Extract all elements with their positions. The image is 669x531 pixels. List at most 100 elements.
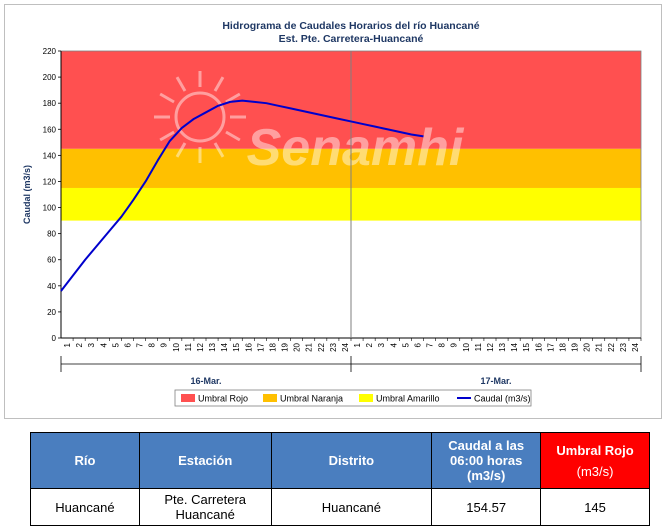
header-caudal-line2: 06:00 horas <box>450 453 523 468</box>
cell-estacion: Pte. Carretera Huancané <box>138 488 272 526</box>
sun-logo-ray <box>213 142 225 158</box>
sun-logo-ray <box>159 130 175 142</box>
header-caudal-line3: (m3/s) <box>467 468 506 483</box>
x-tick-label: 24 <box>631 342 640 351</box>
x-tick-label: 17 <box>256 342 265 351</box>
cell-estacion-line2: Huancané <box>175 507 235 522</box>
sun-logo-ring <box>174 91 226 143</box>
x-tick-label: 6 <box>413 342 422 347</box>
table-row: Huancané Pte. Carretera Huancané Huancan… <box>30 488 650 526</box>
x-tick-label: 7 <box>136 342 145 347</box>
sun-logo-ray <box>225 92 241 104</box>
chart-subtitle: Est. Pte. Carretera-Huancané <box>279 33 424 45</box>
x-tick-label: 13 <box>208 342 217 351</box>
sun-logo-ray <box>213 76 225 92</box>
y-tick-label: 200 <box>43 73 57 82</box>
chart-legend: Umbral Rojo Umbral Naranja Umbral Amarillo… <box>174 389 532 407</box>
x-tick-label: 19 <box>281 342 290 351</box>
x-tick-label: 16 <box>534 342 543 351</box>
sun-logo-ray <box>175 142 187 158</box>
y-tick-label: 0 <box>52 334 57 343</box>
x-tick-label: 11 <box>474 342 483 351</box>
legend-label: Umbral Rojo <box>198 394 248 404</box>
x-tick-label: 9 <box>450 342 459 347</box>
x-tick-label: 5 <box>401 342 410 347</box>
x-tick-label: 15 <box>232 342 241 351</box>
y-tick-label: 40 <box>47 282 56 291</box>
y-tick-label: 80 <box>47 230 56 239</box>
x-tick-label: 10 <box>462 342 471 351</box>
cell-umbral: 145 <box>540 488 650 526</box>
header-estacion-label: Estación <box>178 453 233 468</box>
sun-logo-icon <box>154 71 246 163</box>
x-tick-label: 3 <box>377 342 386 347</box>
legend-swatch <box>359 394 373 402</box>
x-tick-label: 4 <box>99 342 108 347</box>
x-tick-label: 22 <box>607 342 616 351</box>
y-tick-label: 100 <box>43 204 57 213</box>
chart-frame: Hidrograma de Caudales Horarios del río … <box>4 4 662 419</box>
chart-title: Hidrograma de Caudales Horarios del río … <box>222 20 479 32</box>
cell-rio: Huancané <box>30 488 140 526</box>
station-table: Río Estación Distrito Caudal a las 06:00… <box>30 432 650 526</box>
x-tick-label: 11 <box>184 342 193 351</box>
y-tick-label: 140 <box>43 151 57 160</box>
x-tick-label: 14 <box>510 342 519 351</box>
y-tick-label: 180 <box>43 99 57 108</box>
header-distrito-label: Distrito <box>328 453 375 468</box>
x-tick-label: 21 <box>305 342 314 351</box>
x-tick-label: 21 <box>595 342 604 351</box>
cell-distrito: Huancané <box>270 488 433 526</box>
x-tick-label: 15 <box>522 342 531 351</box>
cell-caudal: 154.57 <box>431 488 542 526</box>
x-tick-label: 18 <box>558 342 567 351</box>
sun-logo-ray <box>225 130 241 142</box>
x-tick-label: 14 <box>220 342 229 351</box>
hydrograph-chart: Hidrograma de Caudales Horarios del río … <box>22 20 642 407</box>
header-caudal-line1: Caudal a las <box>448 438 525 453</box>
x-tick-label: 20 <box>293 342 302 351</box>
x-tick-label: 2 <box>365 342 374 347</box>
day-label: 17-Mar. <box>480 376 511 386</box>
sun-logo-ray <box>159 92 175 104</box>
legend-label: Umbral Naranja <box>280 394 343 404</box>
x-tick-label: 8 <box>438 342 447 347</box>
legend-swatch <box>263 394 277 402</box>
x-tick-label: 13 <box>498 342 507 351</box>
y-tick-label: 20 <box>47 308 56 317</box>
header-rio-label: Río <box>74 453 96 468</box>
x-tick-label: 19 <box>571 342 580 351</box>
y-tick-label: 120 <box>43 177 57 186</box>
x-tick-label: 2 <box>75 342 84 347</box>
header-umbral-rojo: Umbral Rojo (m3/s) <box>540 432 650 489</box>
x-tick-label: 10 <box>172 342 181 351</box>
x-tick-label: 16 <box>244 342 253 351</box>
header-distrito: Distrito <box>270 432 433 489</box>
header-umbral-line1: Umbral Rojo <box>556 442 634 458</box>
table-header-row: Río Estación Distrito Caudal a las 06:00… <box>30 432 650 489</box>
cell-estacion-line1: Pte. Carretera <box>164 492 247 507</box>
x-tick-label: 5 <box>111 342 120 347</box>
x-tick-label: 1 <box>63 342 72 347</box>
x-tick-label: 23 <box>619 342 628 351</box>
x-tick-label: 4 <box>389 342 398 347</box>
x-tick-label: 9 <box>160 342 169 347</box>
header-estacion: Estación <box>138 432 272 489</box>
x-tick-label: 6 <box>123 342 132 347</box>
x-tick-label: 12 <box>486 342 495 351</box>
header-rio: Río <box>30 432 140 489</box>
x-tick-label: 7 <box>426 342 435 347</box>
legend-label: Caudal (m3/s) <box>474 394 531 404</box>
x-tick-label: 23 <box>329 342 338 351</box>
header-umbral-line2: (m3/s) <box>576 463 614 479</box>
y-tick-label: 220 <box>43 47 57 56</box>
x-tick-label: 8 <box>148 342 157 347</box>
x-tick-label: 12 <box>196 342 205 351</box>
y-tick-label: 160 <box>43 125 57 134</box>
x-tick-label: 1 <box>353 342 362 347</box>
y-tick-label: 60 <box>47 256 56 265</box>
header-caudal: Caudal a las 06:00 horas (m3/s) <box>431 432 542 489</box>
x-tick-label: 17 <box>546 342 555 351</box>
x-tick-label: 20 <box>583 342 592 351</box>
y-axis-label: Caudal (m3/s) <box>22 165 32 224</box>
